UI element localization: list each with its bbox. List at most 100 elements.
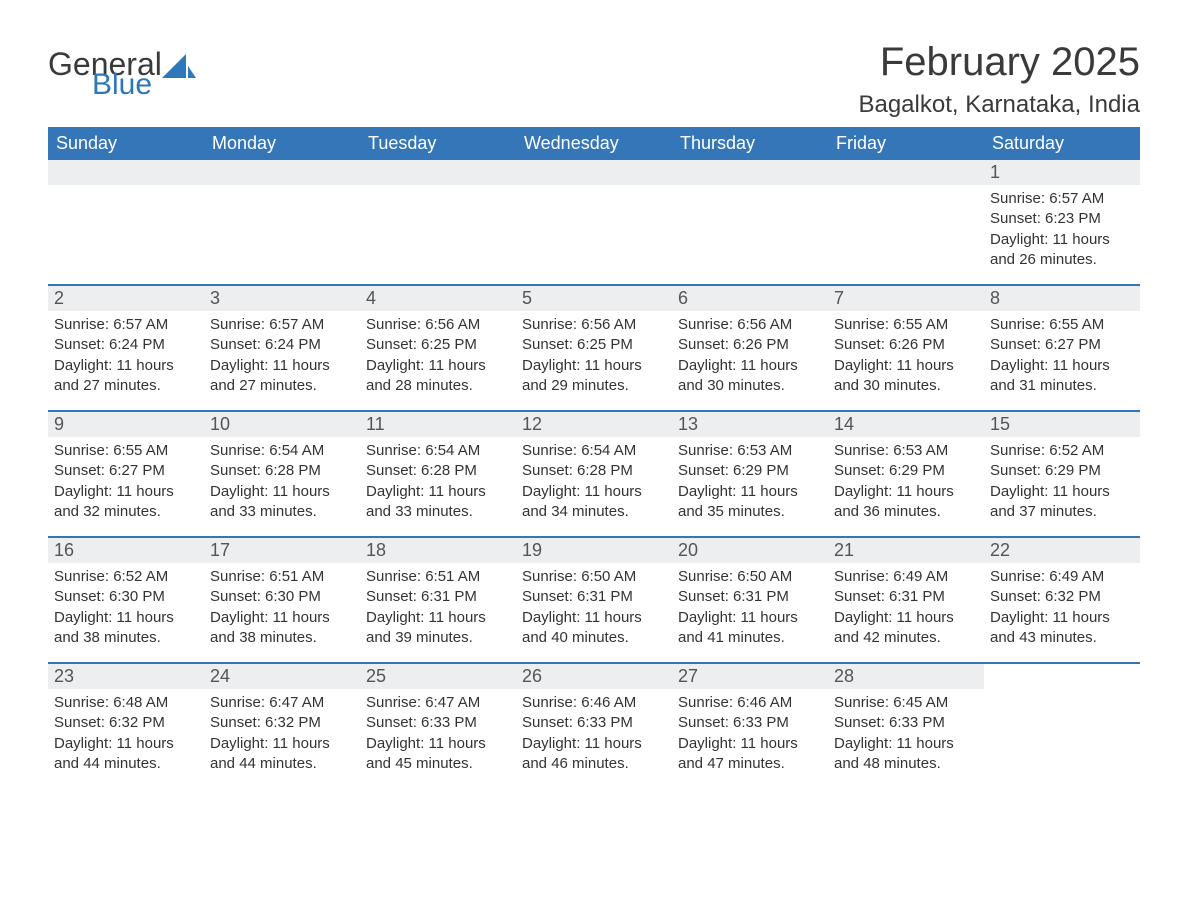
day-details: Sunrise: 6:54 AMSunset: 6:28 PMDaylight:… xyxy=(360,441,516,522)
day-sunset: Sunset: 6:24 PM xyxy=(210,335,354,355)
day-d2: and 30 minutes. xyxy=(678,376,822,396)
day-details: Sunrise: 6:57 AMSunset: 6:24 PMDaylight:… xyxy=(204,315,360,396)
day-d2: and 46 minutes. xyxy=(522,754,666,774)
day-number: 14 xyxy=(828,412,984,437)
day-sunset: Sunset: 6:31 PM xyxy=(678,587,822,607)
day-details: Sunrise: 6:55 AMSunset: 6:27 PMDaylight:… xyxy=(48,441,204,522)
day-number: 21 xyxy=(828,538,984,563)
day-sunrise: Sunrise: 6:54 AM xyxy=(210,441,354,461)
day-d2: and 45 minutes. xyxy=(366,754,510,774)
day-number: 27 xyxy=(672,664,828,689)
day-sunrise: Sunrise: 6:53 AM xyxy=(678,441,822,461)
day-d1: Daylight: 11 hours xyxy=(990,608,1134,628)
day-d2: and 39 minutes. xyxy=(366,628,510,648)
calendar-cell: 25Sunrise: 6:47 AMSunset: 6:33 PMDayligh… xyxy=(360,664,516,788)
day-sunrise: Sunrise: 6:49 AM xyxy=(834,567,978,587)
calendar-cell: 13Sunrise: 6:53 AMSunset: 6:29 PMDayligh… xyxy=(672,412,828,536)
day-sunset: Sunset: 6:32 PM xyxy=(990,587,1134,607)
calendar-cell: 7Sunrise: 6:55 AMSunset: 6:26 PMDaylight… xyxy=(828,286,984,410)
day-number xyxy=(672,160,828,185)
day-sunrise: Sunrise: 6:54 AM xyxy=(522,441,666,461)
calendar-cell: 23 Sunrise: 6:48 AMSunset: 6:32 PMDayligh… xyxy=(48,664,204,788)
day-d1: Daylight: 11 hours xyxy=(834,356,978,376)
calendar-cell xyxy=(672,160,828,284)
day-details: Sunrise: 6:48 AMSunset: 6:32 PMDaylight:… xyxy=(48,693,204,774)
day-number: 5 xyxy=(516,286,672,311)
day-d1: Daylight: 11 hours xyxy=(834,608,978,628)
day-number: 23 xyxy=(48,664,204,689)
calendar-cell: 9Sunrise: 6:55 AMSunset: 6:27 PMDaylight… xyxy=(48,412,204,536)
day-d1: Daylight: 11 hours xyxy=(678,482,822,502)
calendar-cell: 21 Sunrise: 6:49 AMSunset: 6:31 PMDayligh… xyxy=(828,538,984,662)
day-sunset: Sunset: 6:31 PM xyxy=(366,587,510,607)
day-d2: and 33 minutes. xyxy=(210,502,354,522)
day-number: 25 xyxy=(360,664,516,689)
weekday-label: Monday xyxy=(204,127,360,160)
calendar-cell: 8Sunrise: 6:55 AMSunset: 6:27 PMDaylight… xyxy=(984,286,1140,410)
day-sunrise: Sunrise: 6:46 AM xyxy=(522,693,666,713)
calendar-weekday-header: Sunday Monday Tuesday Wednesday Thursday… xyxy=(48,127,1140,160)
day-number xyxy=(516,160,672,185)
day-d2: and 42 minutes. xyxy=(834,628,978,648)
calendar-cell xyxy=(48,160,204,284)
day-sunset: Sunset: 6:31 PM xyxy=(522,587,666,607)
weekday-label: Tuesday xyxy=(360,127,516,160)
day-number: 16 xyxy=(48,538,204,563)
day-d1: Daylight: 11 hours xyxy=(210,482,354,502)
day-sunset: Sunset: 6:30 PM xyxy=(54,587,198,607)
day-sunset: Sunset: 6:33 PM xyxy=(522,713,666,733)
day-d2: and 27 minutes. xyxy=(210,376,354,396)
day-sunset: Sunset: 6:25 PM xyxy=(522,335,666,355)
calendar-cell: 17Sunrise: 6:51 AMSunset: 6:30 PMDayligh… xyxy=(204,538,360,662)
day-sunset: Sunset: 6:23 PM xyxy=(990,209,1134,229)
day-d2: and 43 minutes. xyxy=(990,628,1134,648)
day-sunset: Sunset: 6:25 PM xyxy=(366,335,510,355)
calendar-cell: 6Sunrise: 6:56 AMSunset: 6:26 PMDaylight… xyxy=(672,286,828,410)
day-number xyxy=(204,160,360,185)
day-sunset: Sunset: 6:31 PM xyxy=(834,587,978,607)
day-details: Sunrise: 6:46 AMSunset: 6:33 PMDaylight:… xyxy=(516,693,672,774)
day-d1: Daylight: 11 hours xyxy=(366,734,510,754)
weekday-label: Friday xyxy=(828,127,984,160)
day-d2: and 30 minutes. xyxy=(834,376,978,396)
day-d1: Daylight: 11 hours xyxy=(678,608,822,628)
day-d1: Daylight: 11 hours xyxy=(366,356,510,376)
day-sunrise: Sunrise: 6:54 AM xyxy=(366,441,510,461)
day-d1: Daylight: 11 hours xyxy=(990,482,1134,502)
day-details: Sunrise: 6:56 AMSunset: 6:26 PMDaylight:… xyxy=(672,315,828,396)
day-d1: Daylight: 11 hours xyxy=(522,608,666,628)
calendar-cell xyxy=(360,160,516,284)
day-details: Sunrise: 6:45 AMSunset: 6:33 PMDaylight:… xyxy=(828,693,984,774)
day-details: Sunrise: 6:50 AMSunset: 6:31 PMDaylight:… xyxy=(672,567,828,648)
day-sunset: Sunset: 6:27 PM xyxy=(54,461,198,481)
calendar-week: 1Sunrise: 6:57 AMSunset: 6:23 PMDaylight… xyxy=(48,160,1140,284)
day-d2: and 26 minutes. xyxy=(990,250,1134,270)
day-sunrise: Sunrise: 6:51 AM xyxy=(210,567,354,587)
day-d1: Daylight: 11 hours xyxy=(522,356,666,376)
day-number: 1 xyxy=(984,160,1140,185)
day-d2: and 37 minutes. xyxy=(990,502,1134,522)
day-sunrise: Sunrise: 6:51 AM xyxy=(366,567,510,587)
day-sunset: Sunset: 6:29 PM xyxy=(834,461,978,481)
day-d1: Daylight: 11 hours xyxy=(834,734,978,754)
day-d2: and 31 minutes. xyxy=(990,376,1134,396)
weekday-label: Sunday xyxy=(48,127,204,160)
day-sunrise: Sunrise: 6:46 AM xyxy=(678,693,822,713)
day-d1: Daylight: 11 hours xyxy=(678,734,822,754)
day-d1: Daylight: 11 hours xyxy=(834,482,978,502)
day-d2: and 48 minutes. xyxy=(834,754,978,774)
calendar-cell xyxy=(204,160,360,284)
day-sunset: Sunset: 6:24 PM xyxy=(54,335,198,355)
day-details: Sunrise: 6:46 AMSunset: 6:33 PMDaylight:… xyxy=(672,693,828,774)
day-d2: and 34 minutes. xyxy=(522,502,666,522)
calendar-cell: 19Sunrise: 6:50 AMSunset: 6:31 PMDayligh… xyxy=(516,538,672,662)
day-number xyxy=(360,160,516,185)
day-d2: and 41 minutes. xyxy=(678,628,822,648)
calendar-cell xyxy=(516,160,672,284)
day-number: 3 xyxy=(204,286,360,311)
day-sunrise: Sunrise: 6:56 AM xyxy=(522,315,666,335)
day-sunrise: Sunrise: 6:57 AM xyxy=(54,315,198,335)
day-number xyxy=(828,160,984,185)
day-sunrise: Sunrise: 6:48 AM xyxy=(54,693,198,713)
day-details: Sunrise: 6:56 AMSunset: 6:25 PMDaylight:… xyxy=(360,315,516,396)
